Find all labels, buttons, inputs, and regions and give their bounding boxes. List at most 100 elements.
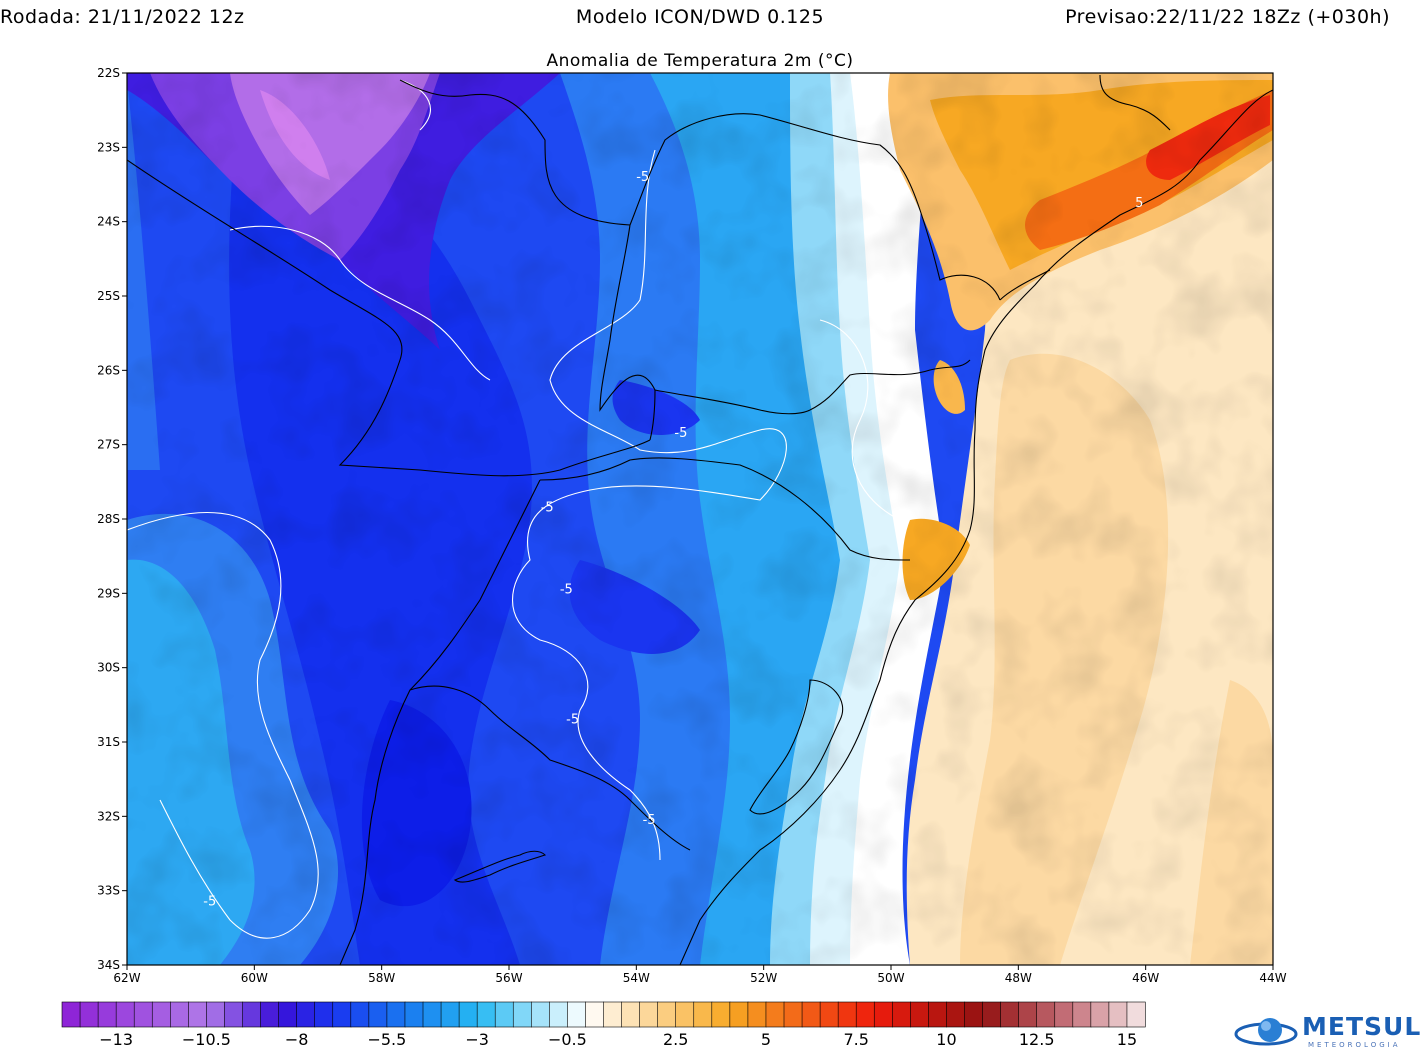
contour-label: -5 — [541, 501, 554, 516]
colorbar-label: 5 — [761, 1030, 771, 1049]
contour-label: -5 — [203, 895, 216, 910]
contour-label: 5 — [1135, 196, 1143, 211]
colorbar-swatch — [1000, 1001, 1020, 1028]
lat-tick-label: 27S — [97, 438, 120, 452]
colorbar-swatch — [314, 1001, 334, 1028]
colorbar-swatch — [350, 1001, 370, 1028]
colorbar-swatch — [1018, 1001, 1038, 1028]
contour-lines — [127, 79, 901, 939]
colorbar-swatch — [711, 1001, 731, 1028]
colorbar-swatch — [1072, 1001, 1092, 1028]
contour-label: -5 — [636, 170, 649, 185]
colorbar-swatch — [603, 1001, 623, 1028]
contour-label: -5 — [560, 582, 573, 597]
logo-subtitle: METEOROLOGIA — [1308, 1041, 1401, 1049]
colorbar-swatch — [1090, 1001, 1110, 1028]
lon-tick-label: 50W — [877, 971, 904, 985]
colorbar-swatch — [61, 1001, 81, 1028]
colorbar-swatch — [422, 1001, 442, 1028]
colorbar-swatch — [1036, 1001, 1056, 1028]
colorbar-label: 12.5 — [1019, 1030, 1055, 1049]
colorbar-swatch — [133, 1001, 153, 1028]
colorbar-label: −0.5 — [548, 1030, 587, 1049]
colorbar-swatch — [585, 1001, 605, 1028]
lat-tick-label: 30S — [97, 661, 120, 675]
colorbar-swatch — [476, 1001, 496, 1028]
colorbar-swatch — [278, 1001, 298, 1028]
colorbar-swatch — [549, 1001, 568, 1028]
political-borders — [127, 74, 1171, 965]
colorbar-swatch — [855, 1001, 875, 1028]
colorbar-swatch — [530, 1001, 550, 1028]
colorbar-label: −8 — [285, 1030, 309, 1049]
colorbar-swatch — [1108, 1001, 1128, 1028]
colorbar-swatch — [440, 1001, 460, 1028]
colorbar-swatch — [115, 1001, 135, 1028]
colorbar-label: −3 — [465, 1030, 489, 1049]
lon-tick-label: 56W — [495, 971, 522, 985]
lat-tick-label: 22S — [97, 66, 120, 80]
lon-tick-label: 58W — [368, 971, 395, 985]
colorbar-swatch — [458, 1001, 478, 1028]
colorbar-swatch — [621, 1001, 641, 1028]
metsul-logo: METSUL METEOROLOGIA — [1232, 1008, 1420, 1058]
colorbar-swatch — [873, 1001, 893, 1028]
colorbar-swatch — [151, 1001, 171, 1028]
colorbar-swatch — [964, 1001, 984, 1028]
colorbar-label: 10 — [936, 1030, 956, 1049]
contour-label: -5 — [674, 426, 687, 441]
colorbar-swatch — [97, 1001, 117, 1028]
lat-tick-label: 32S — [97, 809, 120, 823]
colorbar-swatch — [910, 1001, 929, 1028]
lon-tick-label: 44W — [1259, 971, 1286, 985]
lat-tick-label: 34S — [97, 958, 120, 972]
lat-tick-label: 26S — [97, 363, 120, 377]
colorbar-swatch — [928, 1001, 948, 1028]
colorbar-swatch — [801, 1001, 821, 1028]
lon-tick-label: 54W — [623, 971, 650, 985]
lat-tick-label: 23S — [97, 140, 120, 154]
colorbar-swatch — [296, 1001, 316, 1028]
run-time-label: Rodada: 21/11/2022 12z — [0, 6, 245, 28]
lat-tick-label: 24S — [97, 215, 120, 229]
colorbar-swatch — [494, 1001, 514, 1028]
colorbar-swatch — [982, 1001, 1002, 1028]
colorbar-swatch — [224, 1001, 244, 1028]
colorbar-swatch — [891, 1001, 911, 1028]
colorbar-label: −13 — [99, 1030, 133, 1049]
globe-icon — [1234, 1018, 1298, 1046]
colorbar-swatch — [1126, 1001, 1146, 1028]
colorbar-swatch — [206, 1001, 226, 1028]
colorbar-swatch — [1054, 1001, 1074, 1028]
lon-tick-label: 52W — [750, 971, 777, 985]
colorbar-swatch — [765, 1001, 785, 1028]
colorbar-swatch — [946, 1001, 966, 1028]
colorbar-swatch — [657, 1001, 677, 1028]
colorbar-swatch — [170, 1001, 189, 1028]
lon-tick-label: 46W — [1132, 971, 1159, 985]
colorbar-swatch — [386, 1001, 406, 1028]
colorbar-swatch — [675, 1001, 695, 1028]
colorbar-swatch — [837, 1001, 857, 1028]
colorbar-swatch — [512, 1001, 532, 1028]
forecast-time-label: Previsao:22/11/22 18Zz (+030h) — [1065, 6, 1390, 28]
colorbar-swatch — [332, 1001, 352, 1028]
colorbar-swatch — [639, 1001, 659, 1028]
colorbar-swatch — [260, 1001, 280, 1028]
lat-tick-label: 33S — [97, 884, 120, 898]
longitude-axis: 62W 60W 58W 56W 54W 52W 50W 48W 46W 44W — [113, 965, 1287, 985]
colorbar-swatch — [783, 1001, 803, 1028]
colorbar-swatch — [242, 1001, 262, 1028]
contour-labels: -5 -5 -5 -5 -5 -5 -5 5 — [203, 170, 1143, 910]
colorbar-labels: −13 −10.5 −8 −5.5 −3 −0.5 2.5 5 7.5 10 12.5 15 — [99, 1030, 1137, 1049]
latitude-axis: 22S 23S 24S 25S 26S 27S 28S 29S 30S 31S 32S 33S 34S — [97, 66, 127, 972]
colorbar-swatch — [729, 1001, 749, 1028]
lat-tick-label: 25S — [97, 289, 120, 303]
colorbar-swatch — [79, 1001, 99, 1028]
colorbar-swatch — [747, 1001, 767, 1028]
map-title: Anomalia de Temperatura 2m (°C) — [546, 51, 854, 71]
colorbar-swatch — [368, 1001, 388, 1028]
colorbar-swatch — [693, 1001, 713, 1028]
colorbar-label: −10.5 — [182, 1030, 231, 1049]
